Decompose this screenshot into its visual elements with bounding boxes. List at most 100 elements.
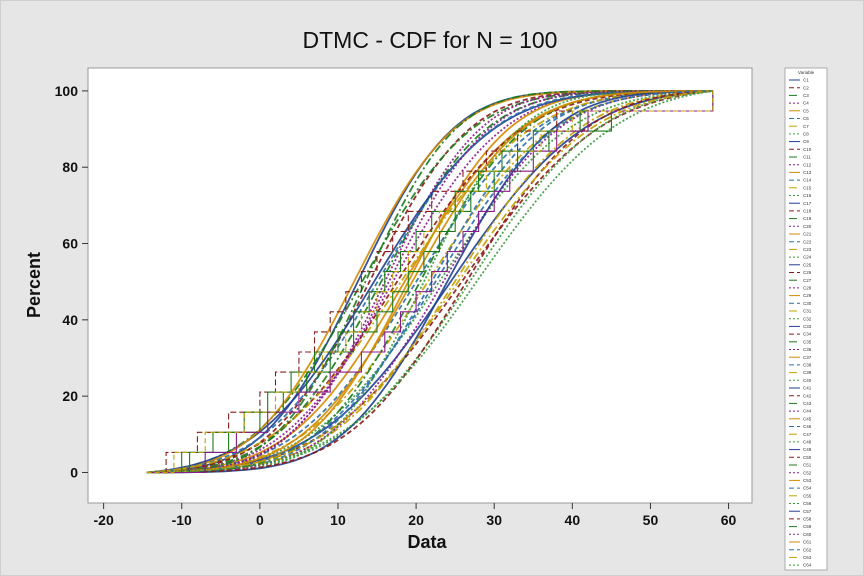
x-axis-ticks: -20 -10 0 10 20 30 40 50 60 (94, 503, 737, 528)
legend-label-32: C32 (803, 316, 812, 321)
y-tick-label-1: 20 (62, 388, 78, 404)
legend-label-46: C46 (803, 424, 812, 429)
legend-frame (784, 67, 828, 571)
legend-label-40: C40 (803, 378, 812, 383)
cdf-curve-14 (146, 90, 713, 474)
legend-label-12: C12 (803, 162, 812, 167)
cdf-curve-10 (146, 90, 714, 474)
legend-label-29: C29 (803, 293, 812, 298)
legend-label-36: C36 (803, 347, 812, 352)
x-tick-label-1: -10 (172, 512, 192, 528)
legend-items: C1 C2 C3 C4 C5 C6 C7 C8 C9 C10 C11 C12 C13 C14 C15 C16 C… (789, 78, 812, 568)
legend-label-9: C9 (803, 139, 809, 144)
cdf-curve-26 (146, 90, 713, 474)
legend-label-13: C13 (803, 170, 812, 175)
y-tick-label-2: 40 (62, 312, 78, 328)
legend-label-37: C37 (803, 355, 812, 360)
legend-label-41: C41 (803, 386, 812, 391)
legend-label-63: C63 (803, 555, 812, 560)
legend-label-43: C43 (803, 401, 812, 406)
cdf-curve-15 (146, 90, 713, 474)
legend-label-53: C53 (803, 478, 812, 483)
step-cdf-4 (146, 90, 714, 474)
legend-label-44: C44 (803, 409, 812, 414)
legend-label-19: C19 (803, 216, 812, 221)
cdf-curve-30 (146, 90, 713, 474)
legend-label-2: C2 (803, 85, 809, 90)
legend-label-23: C23 (803, 247, 812, 252)
legend-label-5: C5 (803, 108, 809, 113)
legend-label-39: C39 (803, 370, 812, 375)
y-tick-label-3: 60 (62, 236, 78, 252)
legend-label-3: C3 (803, 93, 809, 98)
legend-label-21: C21 (803, 232, 812, 237)
legend-label-57: C57 (803, 509, 812, 514)
legend-label-6: C6 (803, 116, 809, 121)
legend-label-58: C58 (803, 517, 812, 522)
x-tick-label-8: 60 (721, 512, 737, 528)
step-lines-layer (146, 90, 714, 474)
cdf-curve-6 (146, 90, 713, 474)
plot-area (87, 67, 753, 504)
cdf-curve-8 (146, 90, 713, 474)
cdf-curve-29 (146, 90, 713, 474)
legend-label-28: C28 (803, 286, 812, 291)
legend-title: Variable (798, 70, 815, 75)
legend-label-25: C25 (803, 262, 812, 267)
legend-label-59: C59 (803, 524, 812, 529)
x-tick-label-3: 10 (330, 512, 346, 528)
x-tick-label-5: 30 (486, 512, 502, 528)
legend-label-38: C38 (803, 363, 812, 368)
legend-label-10: C10 (803, 147, 812, 152)
legend-label-35: C35 (803, 339, 812, 344)
x-tick-label-6: 40 (565, 512, 581, 528)
x-axis-label: Data (407, 532, 447, 552)
legend-label-52: C52 (803, 470, 812, 475)
legend-label-14: C14 (803, 178, 812, 183)
legend-label-22: C22 (803, 239, 812, 244)
x-tick-label-0: -20 (94, 512, 114, 528)
cdf-curve-31 (146, 90, 713, 474)
legend-label-64: C64 (803, 563, 812, 568)
legend-label-4: C4 (803, 101, 809, 106)
chart-title: DTMC - CDF for N = 100 (303, 27, 558, 53)
legend-label-50: C50 (803, 455, 812, 460)
legend-label-7: C7 (803, 124, 809, 129)
legend-label-51: C51 (803, 463, 812, 468)
legend-label-20: C20 (803, 224, 812, 229)
y-tick-label-5: 100 (55, 83, 79, 99)
cdf-curve-20 (146, 90, 713, 474)
legend-label-42: C42 (803, 393, 812, 398)
cdf-curve-25 (146, 90, 713, 474)
legend-label-8: C8 (803, 132, 809, 137)
legend-label-18: C18 (803, 209, 812, 214)
legend-label-61: C61 (803, 540, 812, 545)
cdf-curve-24 (146, 90, 713, 474)
legend-label-26: C26 (803, 270, 812, 275)
cdf-curve-27 (146, 90, 713, 474)
legend-label-33: C33 (803, 324, 812, 329)
y-tick-label-4: 80 (62, 159, 78, 175)
cdf-curve-28 (146, 90, 713, 474)
legend-label-17: C17 (803, 201, 812, 206)
x-tick-label-7: 50 (643, 512, 659, 528)
legend-label-30: C30 (803, 301, 812, 306)
cdf-curve-23 (146, 90, 713, 474)
legend-label-1: C1 (803, 78, 809, 83)
y-tick-label-0: 0 (70, 464, 78, 480)
legend-label-60: C60 (803, 532, 812, 537)
legend-label-24: C24 (803, 255, 812, 260)
legend-label-48: C48 (803, 440, 812, 445)
step-cdf-5 (146, 90, 714, 474)
x-tick-label-4: 20 (408, 512, 424, 528)
legend-label-31: C31 (803, 309, 812, 314)
legend-label-27: C27 (803, 278, 812, 283)
legend-label-11: C11 (803, 155, 811, 160)
legend-label-54: C54 (803, 486, 812, 491)
legend-label-49: C49 (803, 447, 812, 452)
curves-layer (146, 90, 714, 474)
legend-label-34: C34 (803, 332, 812, 337)
y-axis-ticks: 0 20 40 60 80 100 (55, 83, 88, 480)
legend-label-15: C15 (803, 185, 812, 190)
x-tick-label-2: 0 (256, 512, 264, 528)
